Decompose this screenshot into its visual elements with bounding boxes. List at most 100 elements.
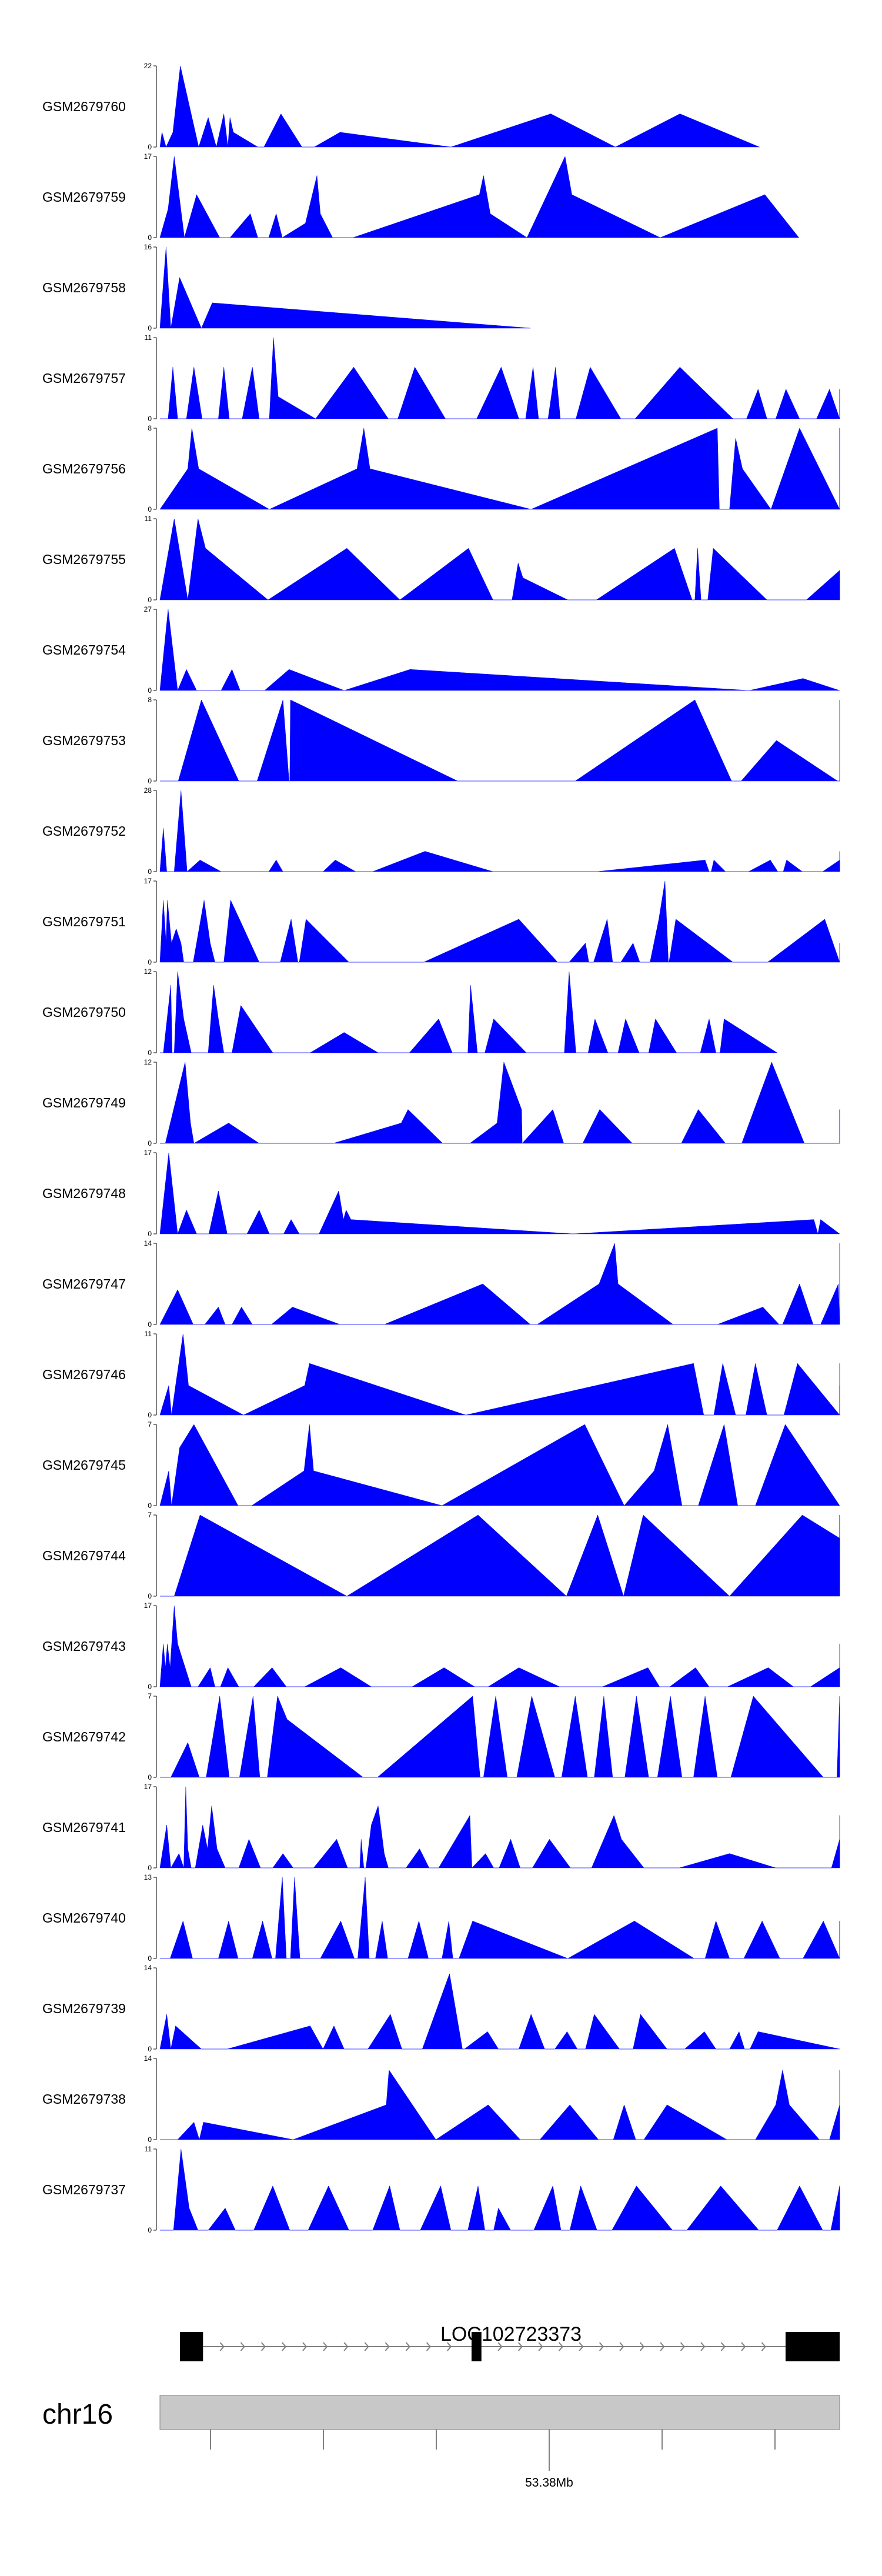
y-axis-max-label: 14 — [144, 1964, 152, 1972]
gene-track: LOC102723373 — [180, 2323, 840, 2361]
y-axis-min-label: 0 — [148, 233, 152, 242]
track-GSM2679757: GSM2679757 11 0 — [42, 333, 840, 423]
y-axis-max-label: 22 — [144, 62, 152, 70]
coverage-area — [160, 699, 840, 782]
track-GSM2679742: GSM2679742 7 0 — [42, 1692, 840, 1781]
y-axis-max-label: 7 — [148, 1420, 152, 1429]
track-GSM2679746: GSM2679746 11 0 — [42, 1330, 840, 1419]
sample-label: GSM2679755 — [42, 552, 126, 567]
coverage-area — [160, 971, 778, 1053]
coverage-area — [159, 1333, 840, 1416]
genome-axis-tick-label: 53.38Mb — [525, 2476, 573, 2490]
y-axis-max-label: 16 — [144, 243, 152, 251]
coverage-area — [160, 1514, 840, 1597]
y-axis-min-label: 0 — [148, 143, 152, 151]
track-GSM2679759: GSM2679759 17 0 — [42, 152, 800, 242]
track-GSM2679739: GSM2679739 14 0 — [42, 1964, 840, 2053]
sample-label: GSM2679742 — [42, 1729, 126, 1744]
strand-arrow — [720, 2342, 726, 2351]
y-axis-max-label: 17 — [144, 1601, 152, 1610]
y-axis-min-label: 0 — [148, 1954, 152, 1963]
sample-label: GSM2679757 — [42, 371, 126, 386]
sample-label: GSM2679751 — [42, 914, 126, 929]
sample-label: GSM2679747 — [42, 1276, 126, 1292]
coverage-area — [159, 1786, 840, 1868]
strand-arrow — [260, 2342, 266, 2351]
chromosome-ideogram-bar — [159, 2395, 840, 2430]
exon — [180, 2332, 203, 2361]
y-axis-min-label: 0 — [148, 2045, 152, 2053]
y-axis-min-label: 0 — [148, 505, 152, 513]
strand-arrow — [323, 2342, 328, 2351]
strand-arrow — [426, 2342, 431, 2351]
track-GSM2679738: GSM2679738 14 0 — [42, 2054, 840, 2144]
strand-arrow — [538, 2342, 543, 2351]
sample-label: GSM2679738 — [42, 2091, 126, 2107]
y-axis-max-label: 12 — [144, 1058, 152, 1066]
strand-arrow — [447, 2342, 452, 2351]
y-axis-max-label: 11 — [145, 333, 152, 342]
coverage-area — [159, 1243, 840, 1325]
strand-arrow — [741, 2342, 746, 2351]
track-GSM2679737: GSM2679737 11 0 — [42, 2145, 840, 2234]
coverage-area — [159, 880, 840, 963]
track-GSM2679752: GSM2679752 28 0 — [42, 786, 840, 876]
coverage-area — [160, 1062, 840, 1144]
sample-label: GSM2679753 — [42, 733, 126, 748]
sample-label: GSM2679752 — [42, 823, 126, 839]
strand-arrow — [240, 2342, 245, 2351]
sample-label: GSM2679744 — [42, 1548, 126, 1563]
track-GSM2679748: GSM2679748 17 0 — [42, 1149, 840, 1238]
y-axis-min-label: 0 — [148, 1230, 152, 1238]
coverage-area — [159, 246, 531, 329]
strand-arrow — [700, 2342, 706, 2351]
coverage-area — [159, 156, 800, 238]
y-axis-min-label: 0 — [148, 1773, 152, 1781]
y-axis-max-label: 17 — [144, 1783, 152, 1791]
track-GSM2679760: GSM2679760 22 0 — [42, 62, 760, 151]
y-axis-min-label: 0 — [148, 686, 152, 695]
y-axis-max-label: 14 — [144, 2054, 152, 2063]
track-GSM2679740: GSM2679740 13 0 — [42, 1873, 840, 1963]
sample-label: GSM2679748 — [42, 1186, 126, 1201]
y-axis-max-label: 11 — [145, 1330, 152, 1338]
strand-arrow — [619, 2342, 624, 2351]
track-GSM2679753: GSM2679753 8 0 — [42, 696, 840, 785]
y-axis-min-label: 0 — [148, 1320, 152, 1329]
sample-label: GSM2679741 — [42, 1820, 126, 1835]
track-GSM2679750: GSM2679750 12 0 — [42, 967, 778, 1057]
y-axis-max-label: 28 — [144, 786, 152, 795]
strand-arrow — [680, 2342, 685, 2351]
track-GSM2679755: GSM2679755 11 0 — [42, 515, 840, 604]
y-axis-min-label: 0 — [148, 324, 152, 332]
sample-label: GSM2679745 — [42, 1457, 126, 1473]
y-axis-min-label: 0 — [148, 2226, 152, 2234]
y-axis-min-label: 0 — [148, 777, 152, 785]
sample-label: GSM2679749 — [42, 1095, 126, 1110]
strand-arrow — [364, 2342, 369, 2351]
sample-label: GSM2679756 — [42, 461, 126, 476]
coverage-area — [160, 337, 840, 419]
y-axis-min-label: 0 — [148, 1139, 152, 1147]
strand-arrow — [558, 2342, 564, 2351]
y-axis-min-label: 0 — [148, 1049, 152, 1057]
sample-label: GSM2679743 — [42, 1639, 126, 1654]
track-GSM2679743: GSM2679743 17 0 — [42, 1601, 840, 1691]
y-axis-max-label: 7 — [148, 1511, 152, 1519]
strand-arrow — [599, 2342, 604, 2351]
y-axis-max-label: 27 — [144, 605, 152, 613]
strand-arrow — [517, 2342, 523, 2351]
strand-arrow — [343, 2342, 349, 2351]
y-axis-max-label: 7 — [148, 1692, 152, 1700]
exon — [471, 2332, 482, 2361]
coverage-area — [159, 1152, 840, 1234]
track-GSM2679749: GSM2679749 12 0 — [42, 1058, 840, 1147]
exon — [785, 2332, 840, 2361]
y-axis-max-label: 11 — [145, 515, 152, 523]
y-axis-min-label: 0 — [148, 958, 152, 966]
track-GSM2679744: GSM2679744 7 0 — [42, 1511, 840, 1600]
gene-name-label: LOC102723373 — [440, 2323, 582, 2345]
strand-arrow — [579, 2342, 584, 2351]
coverage-area — [160, 2148, 840, 2231]
strand-arrow — [660, 2342, 665, 2351]
